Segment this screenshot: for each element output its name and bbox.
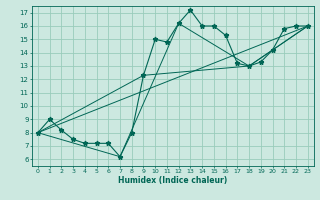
- X-axis label: Humidex (Indice chaleur): Humidex (Indice chaleur): [118, 176, 228, 185]
